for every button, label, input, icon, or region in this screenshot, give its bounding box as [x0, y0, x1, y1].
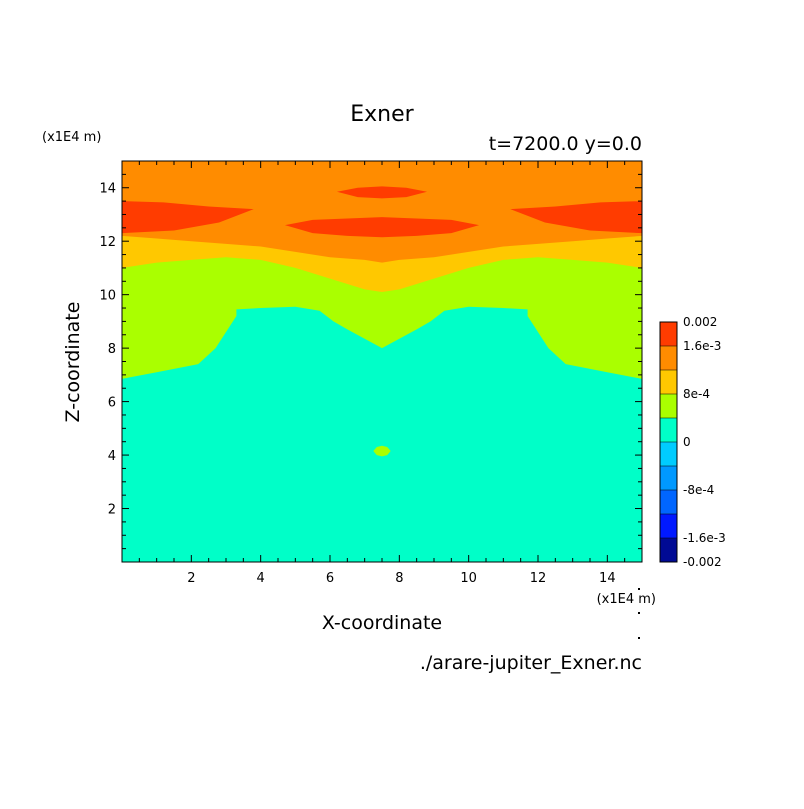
contour-region-0: [122, 201, 254, 234]
x-tick-label: 10: [460, 571, 477, 586]
colorbar-swatch: [660, 370, 677, 394]
marker-dot: [638, 588, 640, 590]
colorbar-swatch: [660, 538, 677, 562]
y-unit-label: (x1E4 m): [42, 130, 101, 145]
y-tick-label: 8: [108, 342, 116, 357]
colorbar-swatch: [660, 442, 677, 466]
colorbar-label: 1.6e-3: [683, 339, 721, 353]
colorbar-swatch: [660, 514, 677, 538]
contour-fills: [122, 161, 642, 562]
y-tick-label: 6: [108, 396, 116, 411]
colorbar-label: 0: [683, 435, 691, 449]
contour-band-1.2e-3: [122, 161, 642, 263]
colorbar: 0.002 1.6e-3 8e-4 0 -8e-4 -1.6e-3 -0.002: [659, 315, 726, 569]
colorbar-label: -8e-4: [683, 483, 714, 497]
marker-dot: [638, 637, 640, 639]
colorbar-swatch: [660, 346, 677, 370]
colorbar-swatch: [660, 394, 677, 418]
y-tick-label: 4: [108, 449, 116, 464]
colorbar-swatch: [660, 466, 677, 490]
contour-region-2: [284, 217, 480, 238]
chart-subtitle: t=7200.0 y=0.0: [489, 133, 642, 155]
x-axis-label: X-coordinate: [322, 612, 442, 634]
colorbar-label: -1.6e-3: [683, 531, 726, 545]
colorbar-swatch: [660, 322, 677, 346]
contour-region-3: [336, 186, 428, 199]
y-axis-label: Z-coordinate: [62, 302, 84, 423]
marker-dot: [638, 612, 640, 614]
y-tick-label: 10: [99, 289, 116, 304]
colorbar-label: 0.002: [683, 315, 717, 329]
y-tick-label: 12: [99, 235, 116, 250]
colorbar-label: 8e-4: [683, 387, 710, 401]
x-tick-label: 12: [530, 571, 547, 586]
axis-ticks: 2 4 6 8 10 12 14 2 4 6 8 10 12 14: [99, 161, 642, 586]
x-tick-label: 2: [187, 571, 195, 586]
colorbar-label: -0.002: [683, 555, 722, 569]
x-tick-label: 4: [257, 571, 265, 586]
y-tick-label: 14: [99, 182, 116, 197]
x-tick-label: 14: [599, 571, 616, 586]
axis-marker-dots: [638, 588, 640, 639]
colorbar-swatch: [660, 490, 677, 514]
colorbar-swatch: [660, 418, 677, 442]
chart-title: Exner: [350, 102, 414, 127]
x-tick-label: 8: [395, 571, 403, 586]
source-file-label: ./arare-jupiter_Exner.nc: [420, 652, 642, 674]
plot-area: 2 4 6 8 10 12 14 2 4 6 8 10 12 14: [99, 160, 643, 586]
y-tick-label: 2: [108, 503, 116, 518]
x-tick-label: 6: [326, 571, 334, 586]
contour-region-1: [510, 201, 642, 234]
contour-region-4: [373, 445, 391, 457]
x-unit-label: (x1E4 m): [597, 592, 656, 607]
